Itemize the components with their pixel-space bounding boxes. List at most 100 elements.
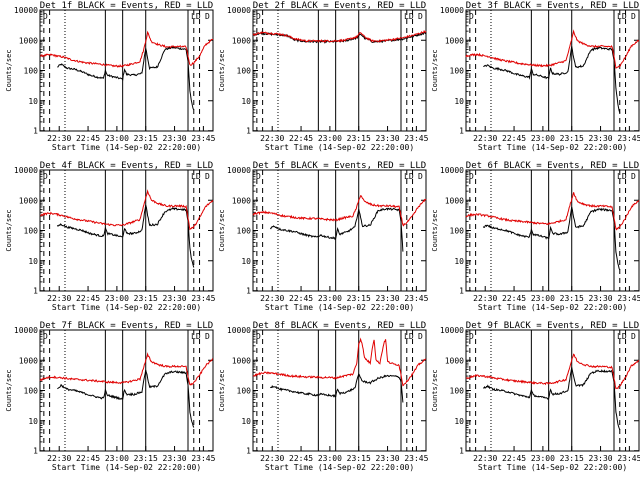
y-tick-label: 10000 (227, 326, 251, 335)
y-tick-label: 1 (459, 127, 464, 136)
panel-det-6: Det 6f BLACK = Events, RED = LLD 1 10 100 10… (431, 161, 640, 312)
panel-title: Det 2f BLACK = Events, RED = LLD (253, 1, 426, 11)
panel-title: Det 9f BLACK = Events, RED = LLD (466, 321, 639, 331)
x-tick-label: 22:30 (473, 134, 497, 143)
x-tick-label: 23:45 (404, 134, 428, 143)
y-tick-label: 10 (454, 257, 464, 266)
x-tick-label: 23:15 (347, 294, 371, 303)
panel-title: Det 3f BLACK = Events, RED = LLD (466, 1, 639, 11)
x-tick-label: 23:45 (191, 294, 215, 303)
y-axis-label: Counts/sec (218, 369, 226, 411)
x-tick-label: 23:00 (105, 134, 129, 143)
x-tick-label: 22:45 (502, 454, 526, 463)
x-tick-label: 23:00 (531, 134, 555, 143)
y-tick-label: 1000 (445, 36, 464, 45)
plot-frame (252, 329, 427, 452)
events-series-line (483, 46, 621, 113)
y-tick-label: 1000 (445, 196, 464, 205)
y-tick-label: 10000 (440, 326, 464, 335)
x-tick-label: 23:00 (318, 294, 342, 303)
x-tick-label: 23:30 (589, 454, 613, 463)
y-axis-label: Counts/sec (431, 369, 439, 411)
x-tick-label: 23:00 (105, 294, 129, 303)
y-axis-label: Counts/sec (218, 49, 226, 91)
x-tick-label: 23:30 (376, 294, 400, 303)
y-tick-label: 10 (241, 97, 251, 106)
y-tick-label: 1 (246, 287, 251, 296)
x-tick-label: 23:00 (105, 454, 129, 463)
plot-frame (252, 169, 427, 292)
y-tick-label: 1000 (19, 36, 38, 45)
panel-title: Det 4f BLACK = Events, RED = LLD (40, 161, 213, 171)
corner-label-right-1: LD (191, 12, 201, 21)
y-tick-label: 1 (246, 127, 251, 136)
y-axis-label: Counts/sec (5, 369, 13, 411)
x-tick-label: 22:30 (47, 454, 71, 463)
y-axis-label: Counts/sec (5, 209, 13, 251)
x-tick-label: 23:15 (560, 294, 584, 303)
corner-label-right-2: D (205, 172, 210, 181)
y-axis-label: Counts/sec (431, 209, 439, 251)
x-tick-label: 23:00 (531, 294, 555, 303)
x-tick-label: 23:15 (560, 134, 584, 143)
y-tick-label: 1000 (232, 196, 251, 205)
y-tick-label: 10 (28, 257, 38, 266)
x-axis-label: Start Time (14-Sep-02 22:20:00) (52, 463, 201, 472)
corner-label-right-2: D (205, 12, 210, 21)
lld-series-line (39, 189, 214, 231)
y-axis-label: Counts/sec (5, 49, 13, 91)
corner-label-right-2: D (631, 172, 636, 181)
panel-title: Det 1f BLACK = Events, RED = LLD (40, 1, 213, 11)
y-axis-label: Counts/sec (431, 49, 439, 91)
plot-frame (465, 329, 640, 452)
corner-label-right-1: LD (191, 172, 201, 181)
x-tick-label: 23:00 (318, 454, 342, 463)
y-tick-label: 1000 (445, 356, 464, 365)
plot-frame (39, 169, 214, 292)
panel-det-1: Det 1f BLACK = Events, RED = LLD 1 10 100 10… (5, 1, 216, 152)
x-axis-label: Start Time (14-Sep-02 22:20:00) (265, 143, 414, 152)
y-tick-label: 1000 (232, 356, 251, 365)
y-tick-label: 10 (28, 97, 38, 106)
events-series-line (269, 207, 404, 252)
panel-title: Det 6f BLACK = Events, RED = LLD (466, 161, 639, 171)
corner-label-right-2: D (631, 12, 636, 21)
y-tick-label: 100 (237, 67, 252, 76)
corner-label-left: D (256, 172, 261, 181)
lld-series-line (40, 30, 214, 68)
x-tick-label: 23:15 (134, 454, 158, 463)
plot-frame (252, 9, 427, 132)
panel-title: Det 5f BLACK = Events, RED = LLD (253, 161, 426, 171)
y-tick-label: 10 (454, 417, 464, 426)
panel-title: Det 7f BLACK = Events, RED = LLD (40, 321, 213, 331)
panel-det-7: Det 7f BLACK = Events, RED = LLD 1 10 100 10… (5, 321, 216, 472)
events-series-line (56, 204, 195, 268)
y-tick-label: 10000 (440, 6, 464, 15)
panel-det-4: Det 4f BLACK = Events, RED = LLD 1 10 100 10… (5, 161, 216, 312)
x-tick-label: 23:00 (318, 134, 342, 143)
corner-label-right-1: LD (404, 172, 414, 181)
corner-label-left: D (469, 172, 474, 181)
corner-label-right-2: D (205, 332, 210, 341)
x-tick-label: 22:45 (76, 134, 100, 143)
lld-series-line (252, 29, 427, 43)
x-tick-label: 22:45 (289, 134, 313, 143)
panel-det-5: Det 5f BLACK = Events, RED = LLD 1 10 100 10… (218, 161, 429, 312)
x-tick-label: 22:30 (260, 454, 284, 463)
x-axis-label: Start Time (14-Sep-02 22:20:00) (478, 303, 627, 312)
y-tick-label: 10000 (14, 166, 38, 175)
y-tick-label: 1000 (19, 196, 38, 205)
panel-det-2: Det 2f BLACK = Events, RED = LLD 1 10 100 10… (218, 1, 429, 152)
y-tick-label: 100 (24, 227, 39, 236)
events-series-line (482, 367, 621, 431)
corner-label-left: D (469, 332, 474, 341)
panel-det-3: Det 3f BLACK = Events, RED = LLD 1 10 100 10… (431, 1, 640, 152)
y-tick-label: 1 (33, 287, 38, 296)
lld-series-line (465, 29, 640, 69)
y-tick-label: 10000 (227, 6, 251, 15)
y-tick-label: 10 (241, 257, 251, 266)
lld-series-line (252, 195, 427, 227)
x-tick-label: 23:45 (404, 454, 428, 463)
corner-label-left: D (43, 172, 48, 181)
